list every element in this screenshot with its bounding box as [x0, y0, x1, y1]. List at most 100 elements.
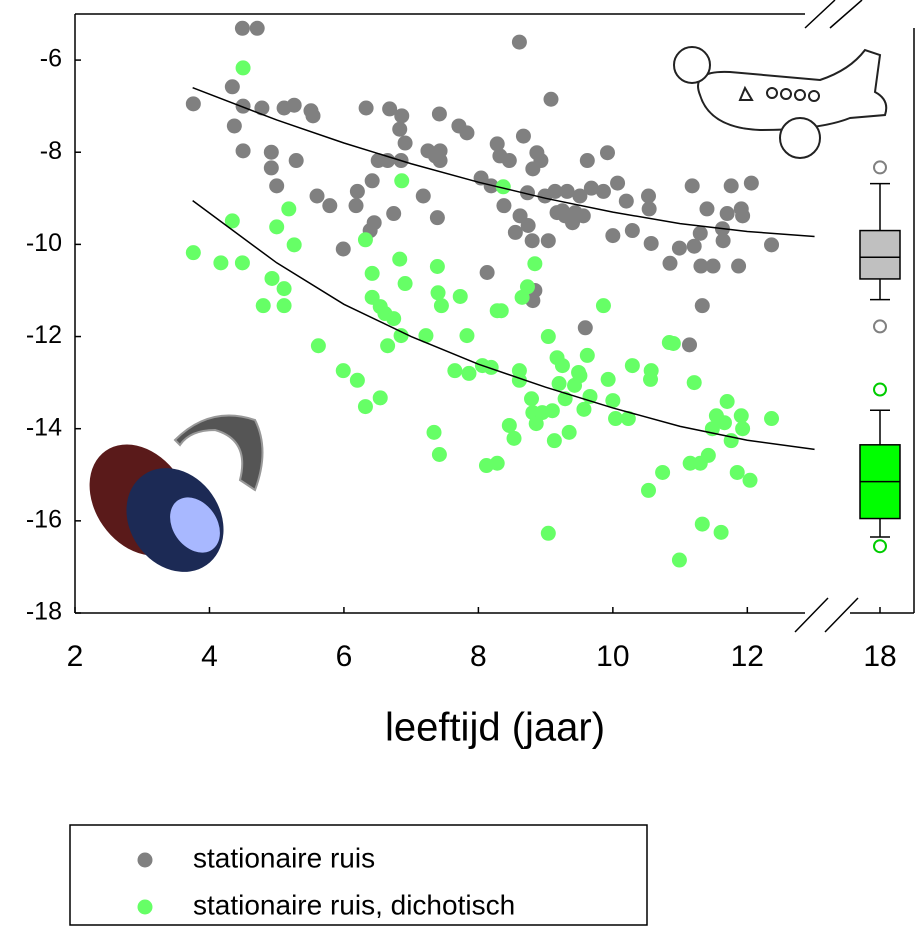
scatter-point [447, 363, 463, 379]
legend: stationaire ruis stationaire ruis, dichot… [137, 842, 515, 920]
scatter-point [433, 298, 449, 314]
scatter-point [461, 365, 477, 381]
scatter-point [576, 401, 592, 417]
scatter-point [235, 143, 251, 159]
box-outlier [873, 160, 887, 175]
scatter-point [382, 101, 398, 117]
scatter-point [686, 238, 702, 254]
scatter-point [640, 482, 656, 498]
y-tick-label: -6 [40, 45, 62, 73]
scatter-point [322, 198, 338, 214]
scatter-point [430, 285, 446, 301]
x-tick-label: 10 [596, 640, 629, 673]
scatter-point [605, 228, 621, 244]
scatter-point [357, 399, 373, 415]
scatter-point [431, 446, 447, 462]
scatter-point [554, 358, 570, 374]
scatter-point [528, 416, 544, 432]
y-tick-label: -12 [26, 321, 62, 349]
scatter-point [269, 219, 285, 235]
scatter-point [392, 251, 408, 267]
scatter-point [234, 255, 250, 271]
scatter-point [671, 552, 687, 568]
legend-label: stationaire ruis, dichotisch [193, 889, 515, 920]
legend-box [69, 824, 648, 926]
scatter-point [731, 258, 747, 274]
scatter-point [185, 245, 201, 261]
scatter-point [364, 265, 380, 281]
scatter-point [255, 298, 271, 314]
legend-marker [137, 852, 153, 868]
scatter-point [671, 240, 687, 256]
scatter-point [397, 135, 413, 151]
scatter-point [624, 358, 640, 374]
scatter-point [224, 79, 240, 95]
scatter-point [624, 223, 640, 239]
scatter-point [540, 233, 556, 249]
scatter-point [281, 201, 297, 217]
scatter-point [276, 298, 292, 314]
scatter-point [397, 276, 413, 292]
scatter-point [286, 97, 302, 113]
scatter-point [713, 524, 729, 540]
scatter-point [489, 136, 505, 152]
axis-break-mark [824, 597, 859, 633]
scatter-point [226, 118, 242, 134]
scatter-point [429, 210, 445, 226]
scatter-point [213, 255, 229, 271]
scatter-point [386, 311, 402, 327]
scatter-point [507, 224, 523, 240]
scatter-point [286, 237, 302, 253]
x-tick-label: 18 [863, 640, 896, 673]
scatter-point [493, 303, 509, 319]
scatter-point [235, 60, 251, 76]
scatter-point [380, 153, 396, 169]
box-outlier [873, 382, 887, 397]
scatter-point [452, 288, 468, 304]
scatter-point [715, 233, 731, 249]
scatter-point [716, 415, 732, 431]
scatter-point [235, 98, 251, 114]
scatter-point [431, 106, 447, 122]
scatter-point [764, 237, 780, 253]
scatter-point [372, 390, 388, 406]
y-tick-label: -8 [40, 137, 62, 165]
scatter-point [551, 376, 567, 392]
scatter-point [572, 368, 588, 384]
scatter-point [764, 411, 780, 427]
scatter-point [519, 185, 535, 201]
scatter-point [577, 320, 593, 336]
scatter-point [575, 208, 591, 224]
scatter-point [364, 173, 380, 189]
scatter-point [533, 153, 549, 169]
x-tick-label: 12 [731, 640, 764, 673]
scatter-point [686, 375, 702, 391]
scatter-point [254, 100, 270, 116]
scatter-point [479, 264, 495, 280]
axis-break-mark [804, 0, 836, 29]
box-outlier [873, 539, 887, 554]
scatter-point [641, 201, 657, 217]
scatter-point [349, 372, 365, 388]
scatter-point [263, 144, 279, 160]
scatter-point [393, 328, 409, 344]
scatter-point [527, 256, 543, 272]
scatter-point [559, 183, 575, 199]
scatter-point [540, 525, 556, 541]
scatter-point [515, 128, 531, 144]
y-tick-label: -10 [26, 229, 62, 257]
legend-marker [137, 899, 153, 915]
scatter-point [305, 108, 321, 124]
scatter-point [310, 338, 326, 354]
scatter-point [511, 34, 527, 50]
scatter-point [349, 183, 365, 199]
scatter-point [358, 100, 374, 116]
airplane-illustration [673, 46, 888, 159]
scatter-point [185, 96, 201, 112]
scatter-point [546, 433, 562, 449]
scatter-point [743, 175, 759, 191]
scatter-point [693, 258, 709, 274]
scatter-point [276, 281, 292, 297]
scatter-point [524, 233, 540, 249]
scatter-point [608, 411, 624, 427]
